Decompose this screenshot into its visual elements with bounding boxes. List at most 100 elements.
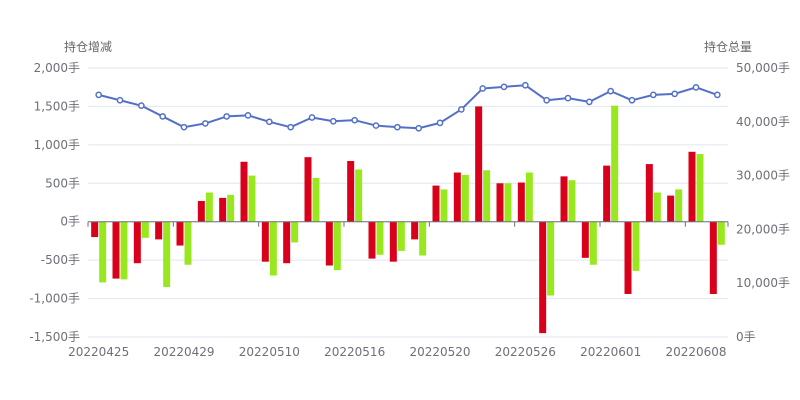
line-point xyxy=(585,98,593,106)
line-point xyxy=(265,118,273,126)
bar-a xyxy=(91,221,99,238)
right-axis-title: 持仓总量 xyxy=(703,40,752,54)
bar-b xyxy=(376,221,384,255)
right-tick-label: 10,000手 xyxy=(736,276,790,290)
bar-b xyxy=(333,221,341,271)
bar-b xyxy=(99,221,107,283)
bar-a xyxy=(517,182,525,222)
line-point xyxy=(223,113,231,120)
bar-a xyxy=(347,160,355,222)
line-point xyxy=(351,116,359,124)
bar-b xyxy=(248,175,256,222)
bar-a xyxy=(133,221,141,264)
left-tick-label: 2,000手 xyxy=(34,61,80,75)
bar-b xyxy=(461,174,469,222)
left-tick-label: 0手 xyxy=(60,215,80,229)
bar-a xyxy=(560,176,568,222)
bar-b xyxy=(675,189,683,222)
line-point xyxy=(308,114,316,121)
bar-a xyxy=(219,197,227,222)
x-tick-label: 20220429 xyxy=(153,345,214,359)
bar-b xyxy=(419,221,427,256)
line-point xyxy=(436,119,444,127)
bar-b xyxy=(440,189,448,222)
bar-b xyxy=(717,221,725,245)
bar-a xyxy=(645,164,653,222)
line-point xyxy=(372,122,380,129)
bar-b xyxy=(141,221,149,238)
bar-b xyxy=(269,221,277,276)
x-tick-label: 20220516 xyxy=(324,345,385,359)
line-point xyxy=(287,123,295,131)
line-point xyxy=(159,113,167,120)
bar-b xyxy=(504,183,512,222)
right-tick-label: 50,000手 xyxy=(736,61,790,75)
line-point xyxy=(393,123,401,131)
left-axis-title: 持仓增减 xyxy=(64,40,113,54)
total-position-line xyxy=(98,84,718,130)
bar-b xyxy=(227,194,235,222)
line-point xyxy=(415,124,423,132)
bar-b xyxy=(653,192,661,222)
bar-a xyxy=(368,221,376,259)
bar-b xyxy=(525,172,533,222)
line-point xyxy=(564,94,572,102)
bar-a xyxy=(197,200,205,222)
x-tick-label: 20220425 xyxy=(68,345,129,359)
bar-b xyxy=(355,169,363,222)
left-tick-label: 1,000手 xyxy=(34,138,80,152)
line-point xyxy=(713,91,721,99)
left-tick-label: 1,500手 xyxy=(34,99,80,113)
bar-b xyxy=(291,221,299,243)
line-point xyxy=(180,123,188,131)
bar-b xyxy=(483,170,491,222)
bar-b xyxy=(611,105,619,222)
right-tick-label: 20,000手 xyxy=(736,222,790,236)
x-tick-label: 20220601 xyxy=(580,345,641,359)
bar-a xyxy=(176,221,184,246)
left-tick-label: -500手 xyxy=(41,253,80,267)
right-tick-label: 40,000手 xyxy=(736,115,790,129)
bar-b xyxy=(120,221,128,280)
x-tick-label: 20220608 xyxy=(665,345,726,359)
bar-b xyxy=(589,221,597,265)
bar-a xyxy=(261,221,269,262)
bar-a xyxy=(496,183,504,222)
bar-a xyxy=(667,195,675,222)
line-point xyxy=(500,83,508,91)
x-tick-label: 20220520 xyxy=(409,345,470,359)
bar-a xyxy=(240,161,248,222)
bar-a xyxy=(432,185,440,222)
line-point xyxy=(457,106,465,113)
bar-a xyxy=(624,221,632,294)
bar-a xyxy=(539,221,547,334)
bar-b xyxy=(184,221,192,265)
bar-b xyxy=(547,221,555,296)
axis-layer xyxy=(87,221,729,227)
bar-a xyxy=(475,106,483,222)
line-point xyxy=(244,111,252,119)
bar-a xyxy=(325,221,333,266)
bar-b xyxy=(163,221,171,288)
bar-a xyxy=(709,221,717,294)
line-point xyxy=(607,87,615,95)
bar-a xyxy=(453,172,461,222)
bar-a xyxy=(688,151,696,222)
line-point xyxy=(137,102,145,110)
line-point xyxy=(201,120,209,127)
line-point xyxy=(521,81,529,89)
left-tick-label: 500手 xyxy=(45,176,80,190)
bar-b xyxy=(312,177,320,222)
line-point xyxy=(692,84,700,91)
bar-a xyxy=(112,221,120,279)
right-tick-label: 30,000手 xyxy=(736,169,790,183)
line-layer xyxy=(95,81,721,132)
bar-b xyxy=(632,221,640,271)
right-tick-label: 0手 xyxy=(736,330,756,344)
line-point xyxy=(329,117,337,125)
bar-a xyxy=(581,221,589,258)
x-tick-label: 20220526 xyxy=(495,345,556,359)
bar-b xyxy=(205,192,213,222)
bar-b xyxy=(397,221,405,251)
